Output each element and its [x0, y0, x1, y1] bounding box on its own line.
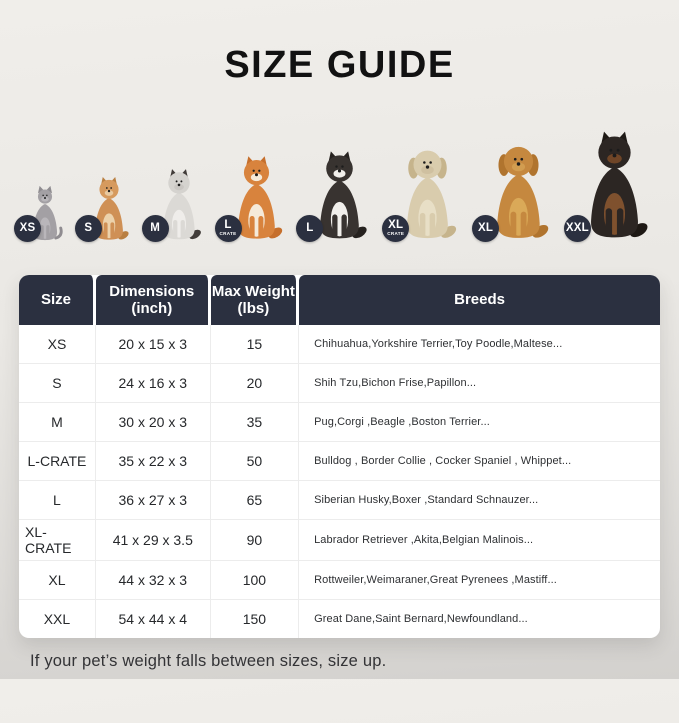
border-collie-figure: L: [296, 150, 373, 243]
cell-size: L: [19, 481, 96, 519]
table-header-row: Size Dimensions (inch) Max Weight (lbs) Breed…: [19, 275, 660, 325]
column-header-dimensions: Dimensions (inch): [95, 275, 211, 325]
sizing-note: If your pet’s weight falls between sizes…: [30, 652, 387, 670]
header-text: (inch): [131, 300, 173, 317]
header-text: Max Weight: [211, 282, 295, 300]
cell-size: L-CRATE: [19, 442, 96, 480]
cell-size: XXL: [19, 600, 96, 638]
table-row: XXL 54 x 44 x 4 150 Great Dane,Saint Bernar…: [19, 599, 660, 638]
cell-breeds: Chihuahua,Yorkshire Terrier,Toy Poodle,M…: [314, 338, 563, 350]
column-header-max-weight: Max Weight (lbs): [210, 275, 300, 325]
size-badge-l-crate: L CRATE: [214, 215, 242, 242]
golden-retriever-icon: [482, 141, 555, 243]
cell-dimensions: 30 x 20 x 3: [96, 403, 211, 441]
size-badge-l: L: [296, 215, 324, 242]
header-text: Size: [40, 291, 71, 309]
cell-dimensions: 44 x 32 x 3: [96, 561, 211, 599]
cell-breeds: Great Dane,Saint Bernard,Newfoundland...: [314, 613, 528, 625]
badge-label: XL: [388, 218, 404, 231]
shiba-inu-icon: [225, 155, 288, 243]
doberman-icon: [574, 130, 655, 243]
page-title: SIZE GUIDE: [224, 44, 455, 86]
size-badge-xxl: XXL: [563, 215, 591, 242]
cell-max-weight: 50: [211, 442, 300, 480]
border-collie-icon: [306, 150, 373, 243]
cell-max-weight: 15: [211, 325, 300, 363]
cell-dimensions: 24 x 16 x 3: [96, 364, 211, 402]
cat-figure: XS: [14, 185, 66, 243]
cell-max-weight: 65: [211, 481, 300, 519]
cell-dimensions: 54 x 44 x 4: [96, 600, 211, 638]
cell-breeds: Pug,Corgi ,Beagle ,Boston Terrier...: [314, 416, 490, 428]
table-row: L-CRATE 35 x 22 x 3 50 Bulldog , Border Col…: [19, 441, 660, 480]
cell-breeds: Labrador Retriever ,Akita,Belgian Malino…: [314, 534, 534, 546]
header-text: Dimensions: [109, 282, 195, 300]
size-badge-xl-crate: XL CRATE: [382, 215, 410, 242]
pet-size-lineup: XS S M L CRATE: [0, 97, 679, 243]
table-row: XL 44 x 32 x 3 100 Rottweiler,Weimaraner,Gr…: [19, 560, 660, 599]
cell-size: S: [19, 364, 96, 402]
size-guide-infographic: SIZE GUIDE XS S M: [0, 44, 679, 723]
table-body: XS 20 x 15 x 3 15 Chihuahua,Yorkshire Terri…: [19, 325, 660, 638]
badge-label: XXL: [565, 221, 589, 234]
cell-breeds: Shih Tzu,Bichon Frise,Papillon...: [314, 377, 477, 389]
header-text: Breeds: [454, 291, 505, 309]
doberman-figure: XXL: [563, 130, 655, 243]
labrador-icon: [392, 145, 463, 243]
french-bulldog-figure: M: [141, 168, 206, 243]
badge-label: S: [84, 221, 93, 234]
cell-size: XL: [19, 561, 96, 599]
header-text: (lbs): [237, 300, 270, 317]
cell-dimensions: 36 x 27 x 3: [96, 481, 211, 519]
badge-sublabel: CRATE: [219, 231, 237, 237]
labrador-figure: XL CRATE: [382, 145, 463, 243]
cell-max-weight: 35: [211, 403, 300, 441]
cell-max-weight: 150: [211, 600, 300, 638]
badge-label: XS: [19, 221, 36, 234]
cell-dimensions: 41 x 29 x 3.5: [96, 520, 211, 560]
size-badge-xs: XS: [14, 215, 41, 242]
cell-size: XL-CRATE: [19, 520, 96, 560]
cell-max-weight: 100: [211, 561, 300, 599]
badge-sublabel: CRATE: [387, 231, 405, 237]
table-row: M 30 x 20 x 3 35 Pug,Corgi ,Beagle ,Boston …: [19, 402, 660, 441]
french-bulldog-icon: [152, 168, 206, 243]
size-badge-xl: XL: [472, 215, 500, 242]
cell-size: M: [19, 403, 96, 441]
cell-dimensions: 20 x 15 x 3: [96, 325, 211, 363]
size-badge-s: S: [74, 215, 102, 242]
cell-size: XS: [19, 325, 96, 363]
badge-label: XL: [478, 221, 494, 234]
column-header-size: Size: [19, 275, 96, 325]
cell-dimensions: 35 x 22 x 3: [96, 442, 211, 480]
pomeranian-icon: [85, 176, 133, 243]
shiba-inu-figure: L CRATE: [214, 155, 288, 243]
badge-label: M: [150, 221, 161, 234]
table-row: S 24 x 16 x 3 20 Shih Tzu,Bichon Frise,Papi…: [19, 363, 660, 402]
size-table-card: Size Dimensions (inch) Max Weight (lbs) Breed…: [19, 275, 660, 638]
table-row: XS 20 x 15 x 3 15 Chihuahua,Yorkshire Terri…: [19, 325, 660, 363]
cell-breeds: Bulldog , Border Collie , Cocker Spaniel…: [314, 455, 572, 467]
table-row: XL-CRATE 41 x 29 x 3.5 90 Labrador Retrieve…: [19, 519, 660, 560]
badge-label: L: [306, 221, 314, 234]
cell-breeds: Siberian Husky,Boxer ,Standard Schnauzer…: [314, 494, 539, 506]
cell-max-weight: 90: [211, 520, 300, 560]
pomeranian-figure: S: [74, 176, 133, 243]
size-badge-m: M: [141, 215, 169, 242]
table-row: L 36 x 27 x 3 65 Siberian Husky,Boxer ,Stan…: [19, 480, 660, 519]
cell-max-weight: 20: [211, 364, 300, 402]
column-header-breeds: Breeds: [299, 275, 660, 325]
badge-label: L: [224, 218, 232, 231]
golden-retriever-figure: XL: [472, 141, 555, 243]
cell-breeds: Rottweiler,Weimaraner,Great Pyrenees ,Ma…: [314, 574, 557, 586]
